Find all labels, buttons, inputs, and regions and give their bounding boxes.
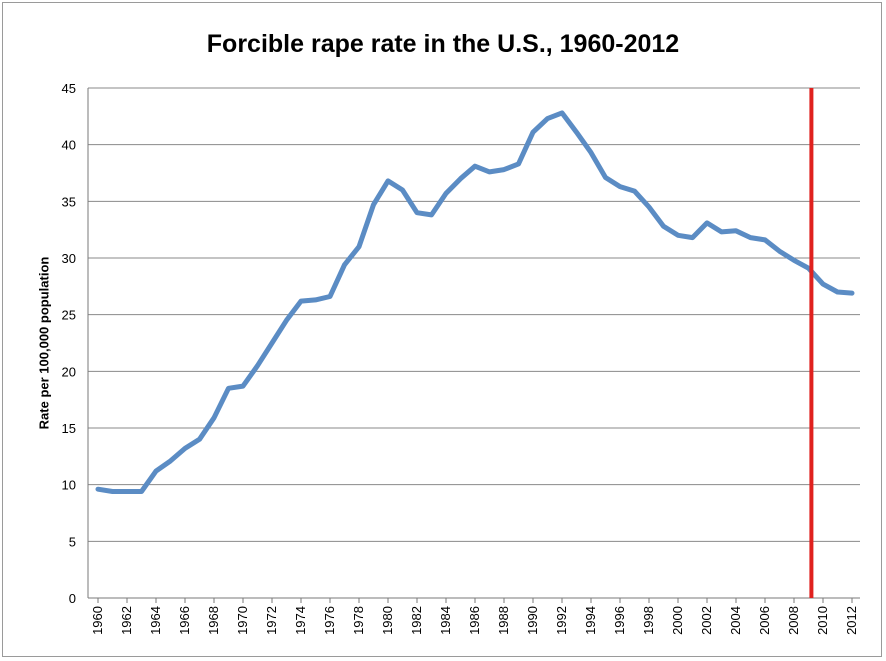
x-tick-label: 1974 bbox=[293, 606, 308, 635]
x-tick-label: 1994 bbox=[583, 606, 598, 635]
y-tick-label: 20 bbox=[62, 364, 76, 379]
x-tick-label: 1988 bbox=[496, 606, 511, 635]
x-tick-label: 2008 bbox=[786, 606, 801, 635]
x-tick-label: 2010 bbox=[815, 606, 830, 635]
x-tick-label: 1978 bbox=[351, 606, 366, 635]
x-tick-label: 1982 bbox=[409, 606, 424, 635]
x-tick-label: 1976 bbox=[322, 606, 337, 635]
y-tick-label: 40 bbox=[62, 138, 76, 153]
y-tick-label: 15 bbox=[62, 421, 76, 436]
y-tick-label: 5 bbox=[69, 534, 76, 549]
y-tick-label: 45 bbox=[62, 81, 76, 96]
y-tick-label: 30 bbox=[62, 251, 76, 266]
y-tick-label: 25 bbox=[62, 308, 76, 323]
x-tick-label: 1998 bbox=[641, 606, 656, 635]
x-tick-label: 2006 bbox=[757, 606, 772, 635]
y-tick-label: 10 bbox=[62, 478, 76, 493]
x-tick-label: 1964 bbox=[148, 606, 163, 635]
x-tick-label: 1992 bbox=[554, 606, 569, 635]
chart-title: Forcible rape rate in the U.S., 1960-201… bbox=[206, 30, 680, 58]
series-line bbox=[95, 110, 855, 494]
x-tick-label: 2002 bbox=[699, 606, 714, 635]
x-tick-label: 2004 bbox=[728, 606, 743, 635]
x-tick-label: 1962 bbox=[119, 606, 134, 635]
x-tick-label: 2000 bbox=[670, 606, 685, 635]
x-tick-label: 1984 bbox=[438, 606, 453, 635]
x-tick-label: 1972 bbox=[264, 606, 279, 635]
x-tick-label: 1966 bbox=[177, 606, 192, 635]
y-tick-label: 0 bbox=[69, 591, 76, 606]
x-tick-label: 1986 bbox=[467, 606, 482, 635]
x-tick-label: 2012 bbox=[844, 606, 859, 635]
x-tick-label: 1990 bbox=[525, 606, 540, 635]
x-tick-label: 1996 bbox=[612, 606, 627, 635]
x-tick-label: 1980 bbox=[380, 606, 395, 635]
x-tick-label: 1960 bbox=[90, 606, 105, 635]
x-tick-label: 1970 bbox=[235, 606, 250, 635]
y-tick-label: 35 bbox=[62, 194, 76, 209]
x-tick-label: 1968 bbox=[206, 606, 221, 635]
